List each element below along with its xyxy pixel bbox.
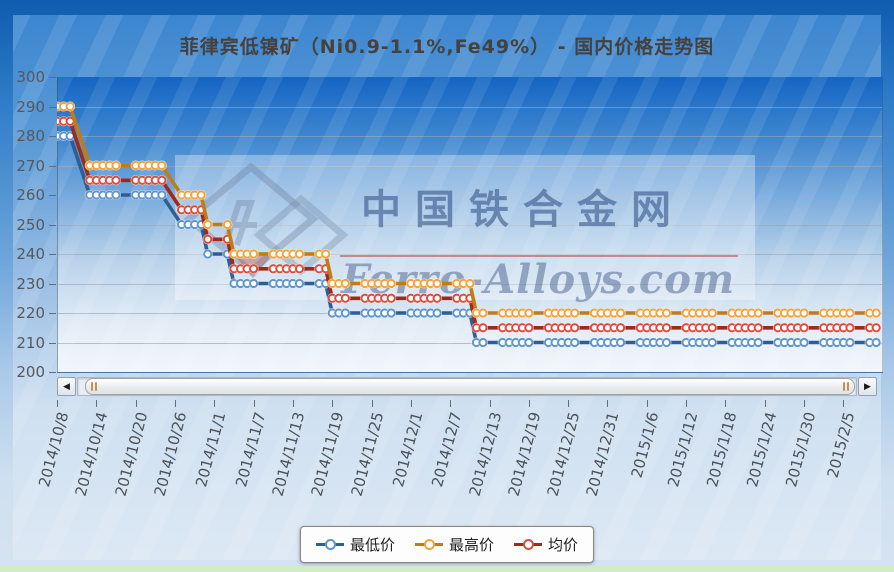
y-axis-tick <box>49 372 56 373</box>
x-axis-tick <box>725 400 727 407</box>
x-axis-tick <box>646 400 648 407</box>
x-axis-tick <box>764 400 766 407</box>
x-axis-tick <box>804 400 806 407</box>
x-axis-tick <box>568 400 570 407</box>
x-axis-tick <box>528 400 530 407</box>
gridline <box>58 136 882 137</box>
y-axis-tick <box>49 195 56 196</box>
y-axis-label: 250 <box>16 215 45 234</box>
legend-label: 最高价 <box>448 536 495 554</box>
y-axis-label: 200 <box>16 363 45 381</box>
gridline <box>58 106 882 108</box>
y-axis-tick <box>49 224 56 226</box>
y-axis-tick <box>49 254 56 255</box>
scrollbar-left-grip[interactable] <box>91 382 97 391</box>
x-axis-tick <box>174 400 176 407</box>
watermark-english-text: Ferro-Alloys.com <box>341 256 736 303</box>
y-axis-label: 280 <box>16 127 45 145</box>
y-axis-tick <box>49 106 56 108</box>
y-axis-label: 260 <box>16 186 45 204</box>
y-axis-label: 220 <box>16 304 45 322</box>
legend-marker-icon <box>514 539 543 550</box>
x-axis-tick <box>214 400 216 407</box>
x-axis-tick <box>450 400 452 407</box>
x-axis-tick <box>686 400 688 407</box>
legend-item-avg[interactable]: 均价 <box>514 534 578 555</box>
gridline <box>58 313 882 314</box>
gridline <box>58 342 882 344</box>
scroll-right-button[interactable]: ▶ <box>858 377 877 396</box>
y-axis-label: 270 <box>16 156 45 175</box>
page-background-strip <box>0 566 894 572</box>
x-axis-tick <box>607 400 609 407</box>
legend-item-low[interactable]: 最低价 <box>315 534 395 555</box>
y-axis-label: 290 <box>16 97 45 116</box>
legend-label: 最低价 <box>349 536 395 554</box>
y-axis-tick <box>49 165 56 167</box>
x-axis-tick <box>57 400 58 407</box>
watermark-box: 中国铁合金网 Ferro-Alloys.com <box>175 155 755 303</box>
y-axis-tick <box>49 342 56 344</box>
x-axis-tick <box>135 400 137 407</box>
y-axis-label: 300 <box>16 68 45 86</box>
x-axis-tick <box>292 400 294 407</box>
y-axis-label: 240 <box>16 245 45 263</box>
chart-title: 菲律宾低镍矿（Ni0.9-1.1%,Fe49%） - 国内价格走势图 <box>179 36 715 58</box>
y-axis-tick <box>49 313 56 314</box>
y-axis-tick <box>49 283 56 285</box>
y-axis-label: 210 <box>16 333 45 352</box>
legend-item-high[interactable]: 最高价 <box>414 534 495 555</box>
scrollbar-right-grip[interactable] <box>843 382 849 391</box>
scrollbar-track[interactable] <box>77 377 857 396</box>
legend-label: 均价 <box>548 536 579 554</box>
y-axis-tick <box>49 77 56 78</box>
scroll-left-button[interactable]: ◀ <box>57 377 76 396</box>
legend-marker-icon <box>315 539 344 550</box>
watermark-chinese-text: 中国铁合金网 <box>361 187 685 233</box>
x-axis-tick <box>843 400 845 407</box>
legend-box: 最低价 最高价 均价 <box>299 526 595 563</box>
x-axis-tick <box>332 400 334 407</box>
x-axis-tick <box>96 400 98 407</box>
x-axis-tick <box>371 400 373 407</box>
x-axis-tick <box>489 400 491 407</box>
x-axis-tick <box>410 400 412 407</box>
x-axis-tick <box>253 400 255 407</box>
y-axis-label: 230 <box>16 274 45 293</box>
horizontal-scrollbar[interactable]: ◀ ▶ <box>57 377 877 396</box>
y-axis-tick <box>49 136 56 137</box>
scrollbar-thumb[interactable] <box>85 378 855 395</box>
legend-marker-icon <box>414 539 443 550</box>
ferroalloys-logo-icon <box>183 162 349 279</box>
